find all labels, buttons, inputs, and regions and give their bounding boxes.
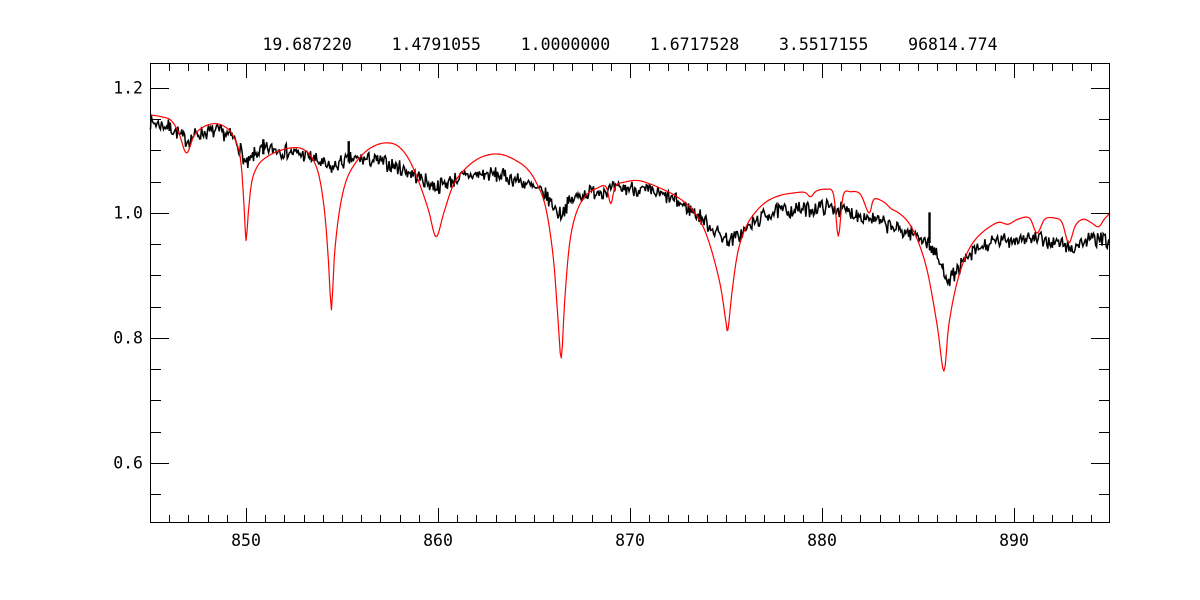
model-spectrum-line <box>149 114 1111 372</box>
y-tick-label: 0.8 <box>113 329 143 348</box>
x-tick-label: 880 <box>807 531 837 550</box>
x-tick-label: 890 <box>999 531 1029 550</box>
y-tick-label: 1.2 <box>113 79 143 98</box>
y-tick-label: 1.0 <box>113 204 143 223</box>
observed-spectrum-line <box>149 114 1111 287</box>
plot-title: 19.687220 1.4791055 1.0000000 1.6717528 … <box>262 35 998 54</box>
x-tick-label: 870 <box>615 531 645 550</box>
x-tick-label: 860 <box>423 531 453 550</box>
y-tick-label: 0.6 <box>113 454 143 473</box>
plot-frame <box>150 63 1110 523</box>
x-tick-label: 850 <box>231 531 261 550</box>
